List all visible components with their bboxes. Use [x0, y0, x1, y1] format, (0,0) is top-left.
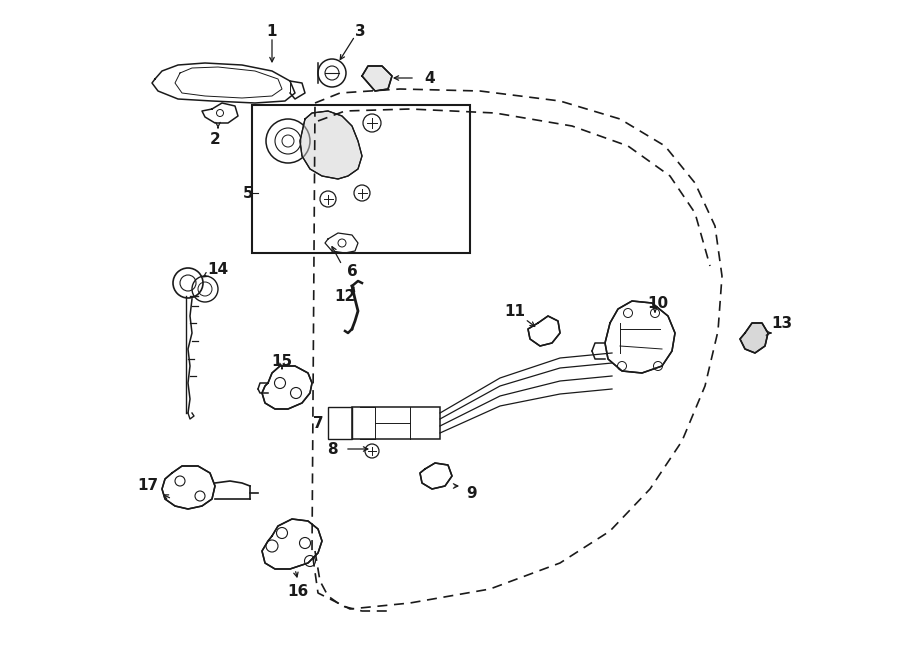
Polygon shape — [262, 519, 322, 569]
Circle shape — [320, 191, 336, 207]
Bar — [328, 407, 352, 439]
Text: 9: 9 — [467, 485, 477, 500]
Polygon shape — [420, 463, 452, 489]
Text: 6: 6 — [346, 264, 357, 278]
Bar — [352, 407, 440, 439]
Text: 12: 12 — [335, 288, 356, 303]
Text: 14: 14 — [207, 262, 229, 276]
Text: 16: 16 — [287, 584, 309, 598]
Text: 5: 5 — [243, 186, 253, 200]
Text: 3: 3 — [355, 24, 365, 38]
Text: 7: 7 — [312, 416, 323, 430]
Circle shape — [266, 540, 278, 552]
Circle shape — [365, 444, 379, 458]
Text: 17: 17 — [138, 479, 158, 494]
Polygon shape — [300, 111, 362, 179]
Text: 1: 1 — [266, 24, 277, 38]
Polygon shape — [528, 316, 560, 346]
Polygon shape — [262, 366, 312, 409]
Text: 8: 8 — [327, 442, 338, 457]
Circle shape — [363, 114, 381, 132]
Text: 11: 11 — [505, 303, 526, 319]
Text: 13: 13 — [771, 315, 793, 330]
Polygon shape — [362, 66, 392, 91]
Bar — [252, 105, 470, 253]
Text: 10: 10 — [647, 295, 669, 311]
Circle shape — [318, 59, 346, 87]
Circle shape — [266, 119, 310, 163]
Text: 15: 15 — [272, 354, 292, 368]
Circle shape — [354, 185, 370, 201]
Text: 2: 2 — [210, 132, 220, 147]
Polygon shape — [740, 323, 768, 353]
Text: 4: 4 — [425, 71, 436, 85]
Polygon shape — [162, 466, 215, 509]
Polygon shape — [605, 301, 675, 373]
